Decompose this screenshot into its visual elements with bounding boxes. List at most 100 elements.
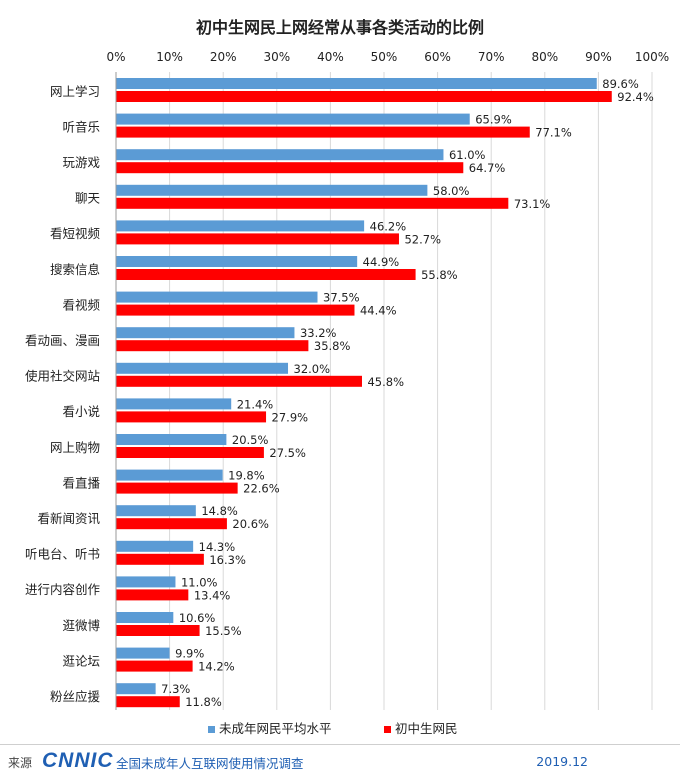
- data-label: 44.9%: [363, 255, 400, 269]
- data-label: 14.8%: [201, 504, 238, 518]
- data-label: 19.8%: [228, 469, 265, 483]
- bar-average: [116, 434, 227, 445]
- data-label: 61.0%: [449, 148, 486, 162]
- bar-average: [116, 540, 194, 552]
- data-label: 22.6%: [243, 482, 280, 496]
- footer: 来源 CNNIC 全国未成年人互联网使用情况调查 2019.12: [0, 748, 680, 778]
- bar-chart: 0% 10% 20% 30% 40% 50% 60% 70% 80% 90% 100% 网上学习 89.…: [25, 50, 669, 736]
- data-label: 45.8%: [367, 375, 404, 389]
- category-label: 网上购物: [50, 440, 100, 455]
- x-tick-label: 80%: [531, 50, 558, 64]
- x-tick-label: 90%: [585, 50, 612, 64]
- x-tick-label: 30%: [263, 50, 290, 64]
- bar-junior-high: [116, 553, 204, 565]
- x-tick-label: 10%: [156, 50, 183, 64]
- x-tick-label: 0%: [106, 50, 125, 64]
- data-label: 21.4%: [237, 397, 274, 411]
- bar-average: [116, 612, 174, 623]
- category-label: 看短视频: [50, 226, 101, 241]
- bar-average: [116, 469, 223, 481]
- data-label: 9.9%: [175, 647, 204, 661]
- bar-junior-high: [116, 411, 267, 423]
- bar-junior-high: [116, 482, 238, 494]
- data-label: 65.9%: [475, 113, 512, 127]
- x-tick-label: 60%: [424, 50, 451, 64]
- data-label: 10.6%: [179, 611, 216, 625]
- data-label: 73.1%: [514, 197, 551, 211]
- category-label: 看视频: [62, 297, 100, 312]
- category-label: 看直播: [62, 475, 100, 490]
- category-label: 听电台、听书: [25, 547, 100, 562]
- x-tick-label: 70%: [478, 50, 505, 64]
- report-date: 2019.12: [536, 754, 588, 769]
- bar-average: [116, 505, 196, 517]
- x-tick-label: 100%: [635, 50, 669, 64]
- bar-average: [116, 398, 232, 410]
- x-tick-label: 40%: [317, 50, 344, 64]
- category-label: 逛论坛: [62, 653, 100, 668]
- category-label: 粉丝应援: [50, 689, 101, 704]
- bar-junior-high: [116, 197, 509, 209]
- legend-swatch: [208, 726, 215, 733]
- bar-junior-high: [116, 91, 612, 102]
- bar-junior-high: [116, 660, 193, 672]
- chart-title: 初中生网民上网经常从事各类活动的比例: [195, 18, 484, 37]
- data-label: 92.4%: [617, 90, 654, 104]
- category-label: 网上学习: [50, 84, 100, 99]
- data-label: 52.7%: [404, 232, 441, 246]
- bar-junior-high: [116, 162, 464, 174]
- legend-swatch: [384, 726, 391, 733]
- category-label: 玩游戏: [62, 155, 100, 170]
- data-label: 11.8%: [185, 695, 222, 709]
- data-label: 27.5%: [269, 446, 306, 460]
- data-label: 27.9%: [272, 410, 309, 424]
- bar-average: [116, 184, 428, 196]
- bar-junior-high: [116, 233, 399, 245]
- category-label: 看新闻资讯: [37, 511, 100, 526]
- bar-average: [116, 78, 597, 89]
- data-label: 35.8%: [314, 339, 351, 353]
- data-label: 16.3%: [209, 553, 246, 567]
- bar-junior-high: [116, 375, 362, 387]
- data-label: 7.3%: [161, 682, 190, 696]
- data-label: 13.4%: [194, 588, 231, 602]
- category-label: 看动画、漫画: [25, 333, 100, 348]
- category-label: 聊天: [75, 191, 101, 206]
- bar-average: [116, 683, 156, 695]
- data-label: 64.7%: [469, 161, 506, 175]
- data-label: 44.4%: [360, 304, 397, 318]
- data-label: 37.5%: [323, 291, 360, 305]
- data-label: 89.6%: [602, 77, 639, 91]
- bar-junior-high: [116, 304, 355, 316]
- bar-average: [116, 647, 170, 659]
- x-tick-label: 50%: [371, 50, 398, 64]
- category-label: 看小说: [62, 404, 100, 419]
- bar-average: [116, 362, 289, 374]
- survey-description: 全国未成年人互联网使用情况调查: [116, 756, 304, 771]
- data-label: 20.5%: [232, 433, 269, 447]
- data-label: 20.6%: [232, 517, 269, 531]
- bar-average: [116, 149, 444, 161]
- bar-junior-high: [116, 269, 416, 280]
- bar-junior-high: [116, 126, 530, 138]
- cnnic-logo: CNNIC: [42, 749, 114, 772]
- bar-junior-high: [116, 625, 200, 636]
- source-label: 来源: [8, 756, 33, 770]
- bar-average: [116, 220, 365, 232]
- data-label: 55.8%: [421, 268, 458, 282]
- data-label: 77.1%: [535, 126, 572, 140]
- data-label: 14.2%: [198, 660, 235, 674]
- bar-average: [116, 113, 470, 125]
- data-label: 14.3%: [199, 540, 236, 554]
- x-tick-label: 20%: [210, 50, 237, 64]
- bar-junior-high: [116, 696, 180, 708]
- category-label: 使用社交网站: [25, 369, 100, 384]
- data-label: 33.2%: [300, 326, 337, 340]
- category-label: 搜索信息: [50, 262, 100, 277]
- bar-junior-high: [116, 447, 264, 458]
- data-label: 58.0%: [433, 184, 470, 198]
- bar-average: [116, 291, 318, 303]
- category-label: 进行内容创作: [25, 582, 101, 597]
- bar-junior-high: [116, 340, 309, 352]
- legend-label: 初中生网民: [395, 721, 458, 736]
